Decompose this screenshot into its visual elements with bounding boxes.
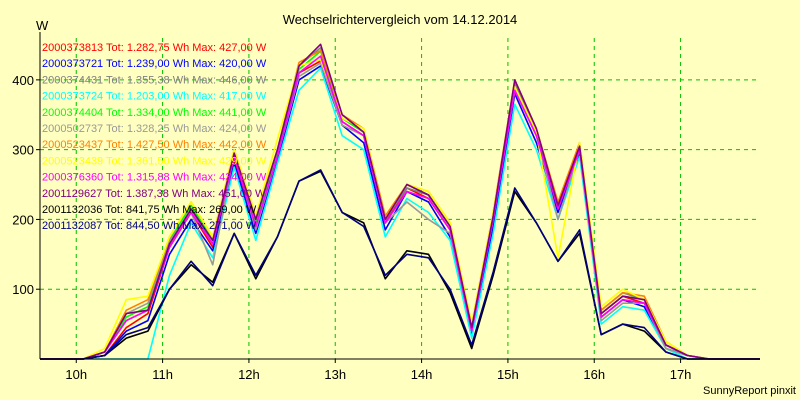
legend-entry-1: 2000373721 Tot: 1.239,00 Wh Max: 420,00 … (42, 58, 267, 70)
legend-entry-10: 2001132036 Tot: 841,75 Wh Max: 269,00 W (42, 204, 257, 216)
series-line-11 (40, 169, 760, 360)
legend-entry-0: 2000373813 Tot: 1.282,75 Wh Max: 427,00 … (42, 42, 267, 54)
legend-entry-3: 2000373724 Tot: 1.203,00 Wh Max: 417,00 … (42, 91, 267, 103)
series-line-9 (40, 43, 760, 360)
x-tick-label: 12h (238, 367, 260, 382)
legend-entry-8: 2000376360 Tot: 1.315,88 Wh Max: 434,00 … (42, 172, 267, 184)
y-tick-label: 200 (12, 212, 34, 227)
legend-entry-9: 2001129627 Tot: 1.387,38 Wh Max: 451,00 … (42, 188, 266, 200)
x-tick-label: 11h (152, 367, 173, 382)
axes: 100 200 300 400 10h 11h 12h 13h 14h 15h 16h 17h (12, 32, 760, 382)
x-tick-label: 14h (411, 367, 433, 382)
y-tick-label: 400 (12, 73, 34, 88)
y-axis-unit: W (36, 18, 49, 33)
x-tick-label: 10h (65, 367, 87, 382)
y-tick-label: 300 (12, 143, 34, 158)
x-tick-label: 16h (583, 367, 605, 382)
x-tick-label: 17h (670, 367, 692, 382)
x-tick-label: 15h (497, 367, 519, 382)
legend-entry-4: 2000374404 Tot: 1.334,00 Wh Max: 441,00 … (42, 107, 267, 119)
series-line-5 (40, 62, 760, 360)
footer-credit: SunnyReport pinxit (703, 385, 796, 397)
legend: 2000373813 Tot: 1.282,75 Wh Max: 427,00 … (42, 42, 267, 232)
series-group (40, 43, 760, 360)
legend-entry-7: 2000523439 Tot: 1.361,50 Wh Max: 429,00 … (42, 155, 267, 167)
series-line-3 (40, 67, 760, 360)
legend-entry-5: 2000502737 Tot: 1.328,25 Wh Max: 424,00 … (42, 123, 267, 135)
y-tick-label: 100 (12, 282, 34, 297)
chart-title: Wechselrichtervergleich vom 14.12.2014 (283, 12, 518, 27)
x-tick-label: 13h (324, 367, 346, 382)
legend-entry-6: 2000523437 Tot: 1.427,50 Wh Max: 442,00 … (42, 139, 267, 151)
legend-entry-11: 2001132087 Tot: 844,50 Wh Max: 271,00 W (42, 220, 257, 232)
legend-entry-2: 2000374431 Tot: 1.355,38 Wh Max: 446,00 … (42, 74, 267, 86)
